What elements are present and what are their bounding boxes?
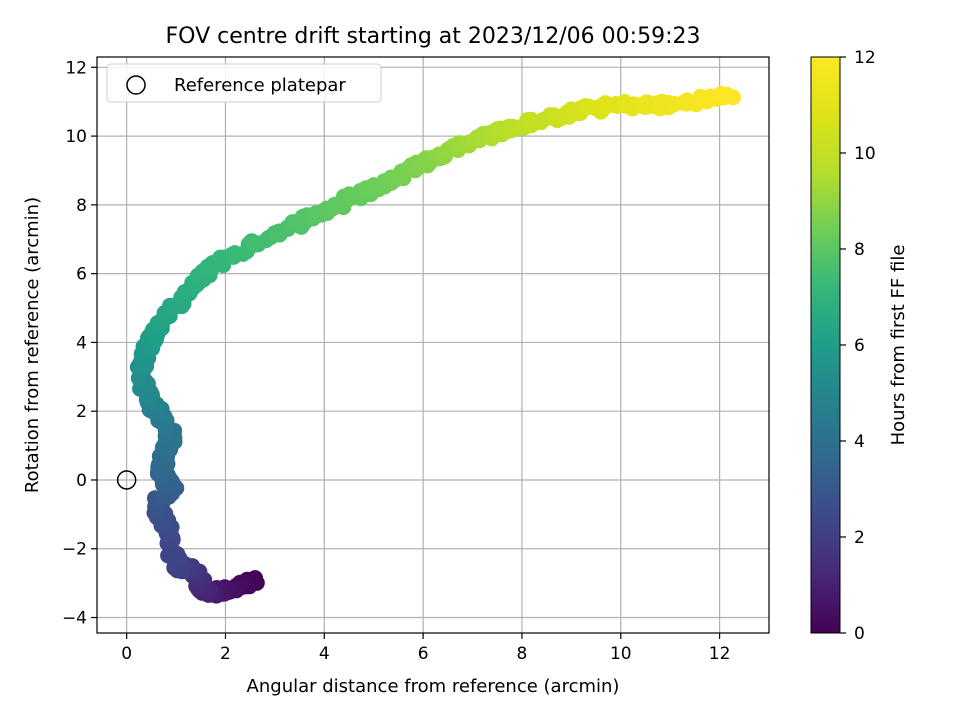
- plot-frame: [96, 56, 770, 634]
- colorbar-tick-label: 10: [854, 144, 876, 164]
- chart-title: FOV centre drift starting at 2023/12/06 …: [166, 24, 701, 49]
- y-tick-label: 12: [65, 58, 87, 78]
- x-axis-ticks: 0 2 4 6 8 10 12: [121, 633, 730, 664]
- y-tick-label: 8: [76, 196, 87, 216]
- x-tick-label: 0: [121, 644, 132, 664]
- y-tick-label: 6: [76, 265, 87, 285]
- y-tick-label: 4: [76, 333, 87, 353]
- scatter-point: [725, 89, 741, 106]
- x-tick-label: 6: [418, 644, 429, 664]
- colorbar-label: Hours from first FF file: [888, 245, 909, 446]
- y-tick-label: −2: [62, 540, 87, 560]
- colorbar: 0 2 4 6 8 10 12 Hours from first FF file: [810, 48, 909, 644]
- colorbar-tick-label: 4: [854, 432, 865, 452]
- y-axis-label: Rotation from reference (arcmin): [22, 197, 43, 493]
- colorbar-ticks: 0 2 4 6 8 10 12: [840, 48, 876, 644]
- y-tick-label: 2: [76, 402, 87, 422]
- colorbar-tick-label: 12: [854, 48, 876, 68]
- y-tick-label: 0: [76, 471, 87, 491]
- legend-box: [106, 63, 382, 103]
- reference-platepar-marker: [116, 470, 137, 490]
- x-tick-label: 12: [709, 644, 731, 664]
- x-tick-label: 10: [610, 644, 632, 664]
- scatter-points: [129, 85, 741, 604]
- grid-lines: [97, 57, 769, 633]
- y-axis-ticks: −4 −2 0 2 4 6 8 10 12: [62, 58, 97, 629]
- y-tick-label: 10: [65, 127, 87, 147]
- x-tick-label: 2: [220, 644, 231, 664]
- x-tick-label: 4: [319, 644, 330, 664]
- colorbar-tick-label: 6: [854, 336, 865, 356]
- y-tick-label: −4: [62, 609, 87, 629]
- x-tick-label: 8: [517, 644, 528, 664]
- colorbar-tick-label: 8: [854, 240, 865, 260]
- legend-marker-icon: [126, 75, 146, 95]
- legend-entry-label: Reference platepar: [174, 75, 346, 96]
- colorbar-gradient: [810, 56, 841, 634]
- legend: Reference platepar: [106, 63, 382, 103]
- colorbar-tick-label: 0: [854, 624, 865, 644]
- colorbar-tick-label: 2: [854, 528, 865, 548]
- x-axis-label: Angular distance from reference (arcmin): [247, 676, 620, 697]
